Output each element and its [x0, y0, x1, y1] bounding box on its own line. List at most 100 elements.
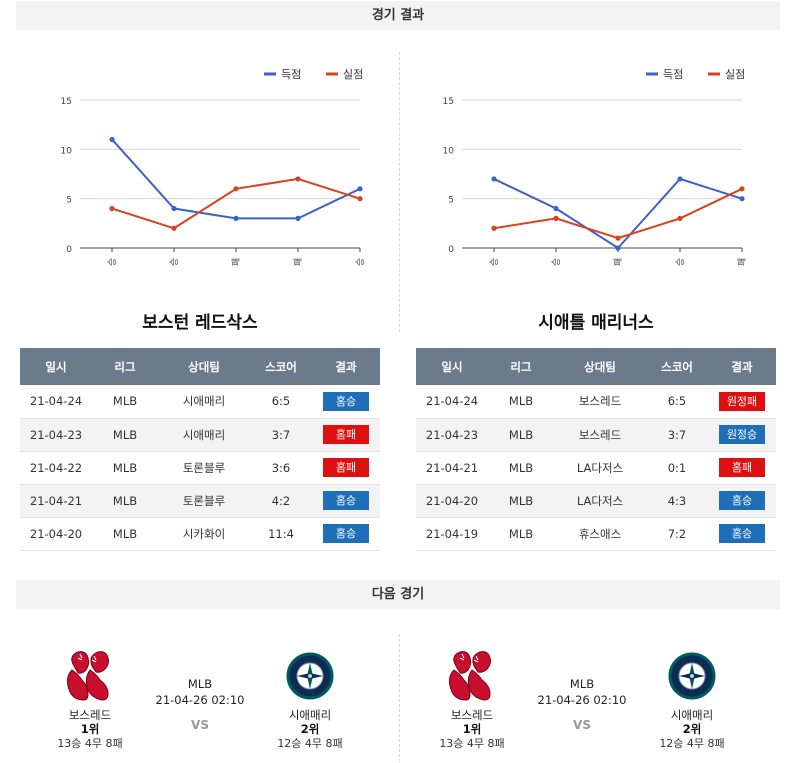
result-badge: 홈패: [323, 458, 369, 477]
cell-result: 홈패: [708, 451, 776, 485]
table-header-row: 일시 리그 상대팀 스코어 결과: [416, 348, 776, 385]
cell-result: 홈승: [708, 517, 776, 551]
result-badge: 원정패: [719, 391, 765, 411]
table-row: 21-04-21 MLB 토론블루 4:2 홈승: [20, 484, 380, 518]
red-sox-logo-icon: [448, 651, 491, 701]
mariners-logo-icon: [668, 652, 716, 700]
data-point-allowed: [171, 225, 177, 231]
cell-league: MLB: [92, 385, 158, 419]
data-point-scored: [357, 186, 363, 192]
table-row: 21-04-19 MLB 휴스애스 7:2 홈승: [416, 517, 776, 551]
cell-result: 원정패: [708, 385, 776, 419]
cell-opponent: 시애매리: [158, 418, 250, 452]
col-opponent: 상대팀: [554, 348, 646, 385]
x-tick-label: 승: [551, 258, 562, 266]
cell-score: 0:1: [646, 451, 708, 485]
data-point-allowed: [233, 186, 239, 192]
cell-opponent: LA다저스: [554, 451, 646, 485]
cell-opponent: LA다저스: [554, 484, 646, 518]
cell-date: 21-04-24: [20, 385, 92, 419]
cell-league: MLB: [488, 517, 554, 551]
data-point-scored: [171, 205, 177, 212]
result-badge: 홈패: [323, 425, 369, 444]
result-badge: 홈패: [719, 458, 765, 477]
cell-score: 6:5: [250, 385, 312, 419]
red-sox-logo-icon: [66, 651, 109, 701]
legend-label: 득점: [281, 68, 301, 81]
away-team-rank: 2위: [300, 722, 320, 736]
y-tick-label: 5: [66, 196, 72, 206]
x-tick-label: 패: [737, 258, 748, 266]
col-result: 결과: [708, 348, 776, 385]
data-point-scored: [233, 215, 239, 221]
cell-opponent: 시애매리: [158, 385, 250, 419]
away-team: 시애매리 2위 12승 4무 8패: [250, 648, 370, 751]
results-table-boston: 일시 리그 상대팀 스코어 결과 21-04-24 MLB 시애매리 6:5 홈승 21-…: [20, 348, 380, 551]
match-info: MLB 21-04-26 02:10 VS: [522, 676, 642, 732]
away-team-record: 12승 4무 8패: [277, 737, 343, 750]
result-badge: 홈승: [719, 491, 765, 510]
cell-date: 21-04-22: [20, 451, 92, 485]
y-tick-label: 0: [448, 245, 454, 255]
table-row: 21-04-22 MLB 토론블루 3:6 홈패: [20, 451, 380, 485]
cell-date: 21-04-23: [20, 418, 92, 452]
home-team-record: 13승 4무 8패: [439, 737, 505, 750]
result-badge: 홈승: [323, 391, 369, 411]
home-team-record: 13승 4무 8패: [57, 737, 123, 750]
col-league: 리그: [488, 348, 554, 385]
x-tick-label: 승: [489, 258, 500, 266]
results-table-seattle: 일시 리그 상대팀 스코어 결과 21-04-24 MLB 보스레드 6:5 원정패 21…: [416, 348, 776, 551]
result-badge: 홈승: [719, 524, 765, 543]
cell-date: 21-04-23: [416, 418, 488, 452]
cell-score: 3:7: [250, 418, 312, 452]
vs-label: VS: [191, 718, 209, 732]
col-score: 스코어: [250, 348, 312, 385]
x-tick-label: 승: [169, 258, 180, 266]
match-info: MLB 21-04-26 02:10 VS: [140, 676, 260, 732]
col-score: 스코어: [646, 348, 708, 385]
table-row: 21-04-24 MLB 보스레드 6:5 원정패: [416, 385, 776, 419]
home-team: 보스레드 1위 13승 4무 8패: [30, 648, 150, 751]
table-row: 21-04-23 MLB 시애매리 3:7 홈패: [20, 418, 380, 452]
cell-league: MLB: [488, 418, 554, 452]
cell-score: 6:5: [646, 385, 708, 419]
cell-score: 4:2: [250, 484, 312, 518]
legend-label: 실점: [343, 68, 363, 81]
col-opponent: 상대팀: [158, 348, 250, 385]
cell-opponent: 휴스애스: [554, 517, 646, 551]
table-row: 21-04-24 MLB 시애매리 6:5 홈승: [20, 385, 380, 419]
table-row: 21-04-21 MLB LA다저스 0:1 홈패: [416, 451, 776, 485]
data-point-allowed: [295, 176, 301, 182]
data-point-scored: [491, 176, 497, 182]
cell-league: MLB: [488, 385, 554, 419]
result-badge: 홈승: [323, 491, 369, 510]
data-point-allowed: [491, 225, 497, 231]
col-result: 결과: [312, 348, 380, 385]
table-row: 21-04-20 MLB 시카화이 11:4 홈승: [20, 517, 380, 551]
next-match-card: 보스레드 1위 13승 4무 8패 MLB 21-04-26 02:10 VS …: [412, 648, 752, 758]
cell-opponent: 토론블루: [158, 451, 250, 485]
data-point-scored: [109, 136, 115, 143]
match-league: MLB: [187, 677, 213, 691]
cell-date: 21-04-20: [416, 484, 488, 518]
cell-date: 21-04-19: [416, 517, 488, 551]
y-tick-label: 0: [66, 245, 72, 255]
next-game-section-header: 다음 경기: [16, 580, 780, 609]
home-team-name: 보스레드: [68, 708, 112, 722]
data-point-scored: [615, 245, 621, 251]
cell-opponent: 보스레드: [554, 385, 646, 419]
table-header-row: 일시 리그 상대팀 스코어 결과: [20, 348, 380, 385]
x-tick-label: 패: [293, 258, 304, 266]
divider: [399, 52, 400, 332]
cell-score: 3:7: [646, 418, 708, 452]
cell-score: 11:4: [250, 517, 312, 551]
team-title-boston: 보스턴 레드삭스: [142, 313, 258, 333]
x-tick-label: 패: [613, 258, 624, 266]
match-datetime: 21-04-26 02:10: [155, 693, 245, 707]
line-chart-seattle: 득점 실점 0 5 10 15 승 승 패 승 패: [443, 68, 748, 266]
chart-boston: 득점 실점 0 5 10 15 승 승 패 패 승: [50, 62, 380, 282]
cell-opponent: 토론블루: [158, 484, 250, 518]
data-point-allowed: [553, 215, 559, 221]
result-badge: 원정승: [719, 425, 765, 444]
home-team-name: 보스레드: [450, 708, 494, 722]
